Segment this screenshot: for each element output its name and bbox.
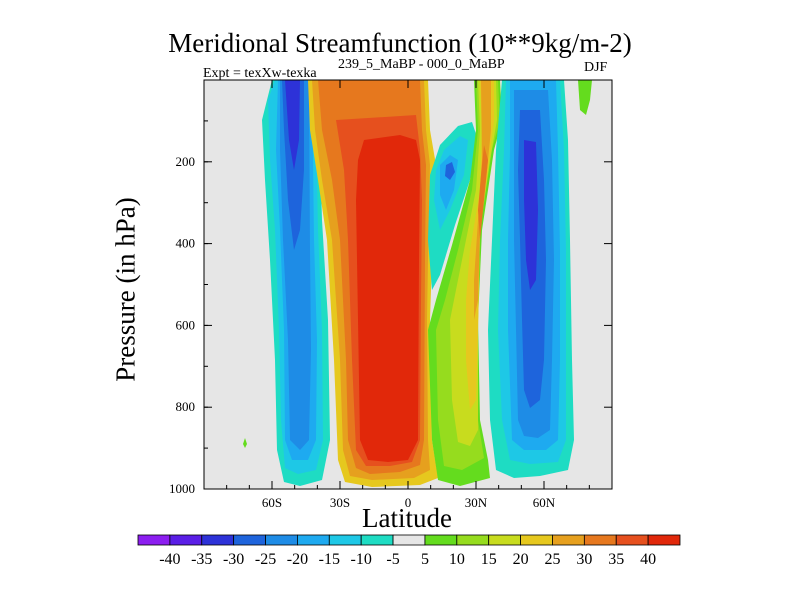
colorbar-label: 40 [640,551,656,568]
contour-pos-polar [578,80,592,115]
y-tick-label: 800 [176,399,196,414]
y-tick-label: 200 [176,154,196,169]
colorbar-label: -10 [351,551,372,568]
colorbar-swatch [647,534,681,546]
y-tick-label: 1000 [169,481,195,496]
colorbar-swatch [583,534,617,546]
season-label: DJF [584,60,608,75]
colorbar-swatch [615,534,649,546]
colorbar-label: 35 [608,551,624,568]
colorbar-swatch [169,534,203,546]
x-tick-label: 60S [262,495,282,510]
colorbar-swatch [137,534,171,546]
colorbar-swatch [201,534,235,546]
contour-pos-c-5 [356,135,420,462]
colorbar-swatch [360,534,394,546]
x-tick-label: 0 [405,495,412,510]
x-axis-title: Latitude [362,503,452,533]
x-tick-label: 30S [330,495,350,510]
axes-group: 60S 30S 0 30N 60N 200 400 600 800 1000 [169,80,613,510]
y-tick-label: 600 [176,317,196,332]
contour-neg-n-6 [524,140,538,290]
colorbar-swatch [424,534,458,546]
colorbar-swatch [328,534,362,546]
contour-neg-u-4 [445,162,455,180]
colorbar-label: 25 [544,551,560,568]
colorbar-label: 15 [481,551,497,568]
colorbar-swatch [552,534,585,546]
contour-pos-n-6 [478,145,488,240]
colorbar-label: -5 [386,551,399,568]
x-tick-label: 60N [533,495,556,510]
colorbar-swatch [265,534,298,546]
colorbar-swatch [392,534,426,546]
contour-pos-speck [243,438,247,448]
colorbar-swatch [456,534,490,546]
experiment-label: Expt = texXw-texka [203,66,317,81]
x-tick-label: 30N [465,495,488,510]
colorbar-label: -30 [223,551,244,568]
colorbar-swatch [488,534,521,546]
colorbar-label: -20 [287,551,308,568]
colorbar: -40 -35 -30 -25 -20 -15 -10 -5 5 10 15 20 25 30 35 40 [137,534,681,568]
colorbar-label: 10 [449,551,465,568]
colorbar-label: -15 [319,551,340,568]
colorbar-label: 20 [513,551,529,568]
colorbar-swatch [233,534,266,546]
y-tick-label: 400 [176,236,196,251]
experiment-period-label: 239_5_MaBP - 000_0_MaBP [338,57,505,72]
plot-area [204,80,612,489]
colorbar-swatch [520,534,553,546]
colorbar-label: -35 [191,551,212,568]
colorbar-label: -25 [255,551,276,568]
colorbar-swatch [297,534,330,546]
colorbar-label: 5 [421,551,429,568]
chart-title: Meridional Streamfunction (10**9kg/m-2) [168,28,632,58]
colorbar-label: -40 [159,551,180,568]
colorbar-label: 30 [576,551,592,568]
contour-neg-s-6 [285,80,300,170]
